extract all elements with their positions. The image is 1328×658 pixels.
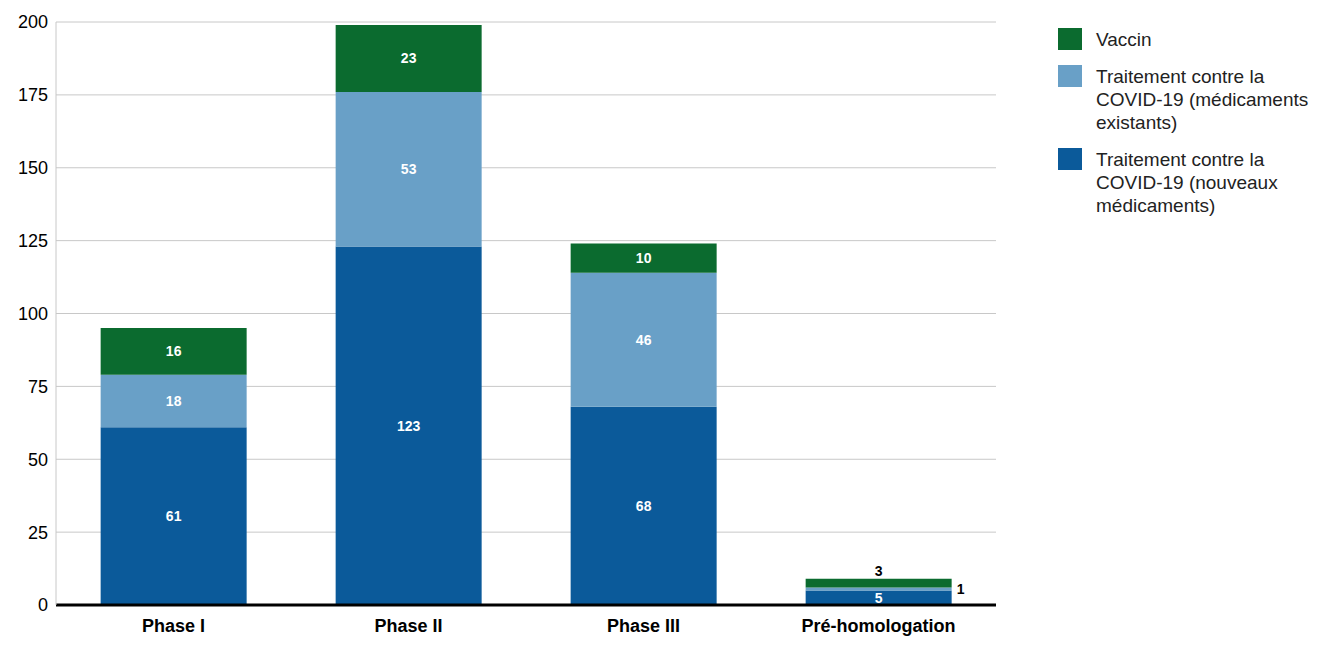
svg-text:5: 5 bbox=[875, 590, 883, 606]
svg-text:10: 10 bbox=[636, 250, 652, 266]
html-text:Traitement contre la COVID-19: Traitement contre la COVID-19 (nouveaux … bbox=[1096, 149, 1278, 216]
svg-text:1: 1 bbox=[957, 581, 965, 597]
svg-text:175: 175 bbox=[18, 85, 48, 105]
svg-text:3: 3 bbox=[875, 563, 883, 579]
svg-text:68: 68 bbox=[636, 498, 652, 514]
svg-text:Phase I: Phase I bbox=[142, 616, 205, 636]
svg-text:61: 61 bbox=[166, 508, 182, 524]
svg-text:200: 200 bbox=[18, 12, 48, 32]
html-text:Vaccin: Vaccin bbox=[1096, 29, 1152, 50]
svg-text:125: 125 bbox=[18, 231, 48, 251]
svg-text:53: 53 bbox=[401, 161, 417, 177]
svg-text:25: 25 bbox=[28, 523, 48, 543]
svg-text:Phase III: Phase III bbox=[607, 616, 680, 636]
svg-text:123: 123 bbox=[397, 418, 421, 434]
svg-text:Phase II: Phase II bbox=[374, 616, 442, 636]
svg-text:75: 75 bbox=[28, 377, 48, 397]
svg-text:100: 100 bbox=[18, 304, 48, 324]
svg-text:50: 50 bbox=[28, 450, 48, 470]
svg-text:0: 0 bbox=[38, 595, 48, 615]
svg-text:23: 23 bbox=[401, 50, 417, 66]
svg-text:150: 150 bbox=[18, 158, 48, 178]
svg-text:46: 46 bbox=[636, 332, 652, 348]
svg-text:Pré-homologation: Pré-homologation bbox=[802, 616, 956, 636]
svg-text:16: 16 bbox=[166, 343, 182, 359]
html-text:Traitement contre la COVID-19: Traitement contre la COVID-19 (médicamen… bbox=[1096, 66, 1309, 133]
svg-text:18: 18 bbox=[166, 393, 182, 409]
